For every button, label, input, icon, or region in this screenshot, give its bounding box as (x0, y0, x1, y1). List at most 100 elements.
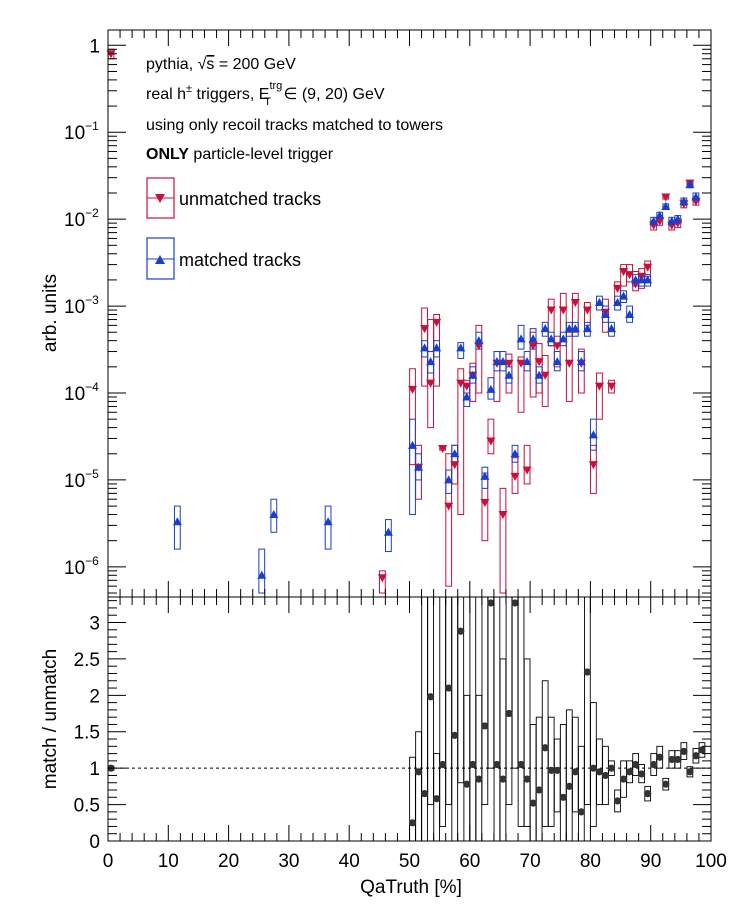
error-box-matched (602, 305, 609, 323)
ratio-error-box (499, 658, 507, 842)
marker-unmatched (558, 306, 568, 315)
marker-matched (323, 517, 333, 526)
marker-matched (607, 324, 617, 333)
top-markers (106, 50, 701, 583)
bottom-ytick-label: 1 (89, 759, 100, 780)
error-box-matched (535, 366, 543, 384)
ratio-marker (511, 599, 519, 607)
marker-matched (570, 324, 580, 333)
bottom-ytick-label: 3 (89, 613, 100, 634)
ratio-marker (619, 775, 628, 783)
ratio-error-box (535, 716, 543, 842)
ratio-marker (529, 799, 537, 807)
marker-unmatched (655, 217, 665, 226)
bottom-panel: 00.511.522.530 10 20 30 40 50 60 70 80 90 100 matc… (40, 596, 727, 898)
marker-matched (673, 214, 683, 223)
top-ytick-label: 10−6 (64, 554, 99, 579)
marker-unmatched (450, 461, 460, 470)
ratio-marker (674, 755, 682, 764)
ratio-error-box (415, 731, 422, 842)
marker-unmatched (546, 306, 556, 315)
marker-unmatched (528, 342, 538, 351)
ratio-error-box (469, 596, 477, 842)
ratio-marker (445, 684, 453, 692)
ratio-marker (499, 775, 507, 783)
ratio-marker (698, 746, 706, 754)
top-ylabel: arb. units (40, 274, 61, 352)
marker-matched (528, 334, 538, 343)
annotation-line-4: ONLY particle-level trigger (146, 146, 334, 163)
ratio-error-box (541, 680, 549, 827)
bottom-ytick-label: 0 (89, 832, 100, 853)
ratio-marker (607, 764, 616, 772)
ratio-marker (577, 808, 585, 816)
ratio-error-box (517, 596, 525, 827)
ratio-marker (523, 775, 531, 783)
bottom-ytick-label: 0.5 (74, 796, 100, 817)
x-tick-label: 10 (158, 851, 179, 872)
marker-matched (474, 336, 484, 345)
marker-unmatched (486, 437, 496, 446)
marker-matched (534, 370, 544, 379)
error-box-matched (487, 377, 495, 400)
ratio-marker (517, 760, 525, 769)
ratio-marker (414, 768, 423, 776)
bottom-axes: 00.511.522.530 10 20 30 40 50 60 70 80 90 100 (74, 597, 727, 872)
error-box-matched (583, 321, 591, 337)
marker-matched (619, 291, 629, 300)
marker-unmatched (534, 358, 544, 367)
error-box-matched (571, 321, 579, 337)
marker-matched (444, 475, 454, 484)
ratio-marker (662, 780, 670, 788)
marker-unmatched (456, 379, 466, 388)
bottom-error-boxes (107, 596, 706, 842)
marker-unmatched (594, 382, 604, 391)
error-box-unmatched (475, 324, 483, 394)
ratio-error-box (427, 596, 434, 806)
marker-unmatched (643, 263, 653, 272)
ratio-marker (408, 819, 417, 827)
marker-matched (637, 275, 647, 284)
marker-matched (594, 297, 604, 306)
error-box-matched (620, 290, 627, 303)
ratio-error-box (590, 702, 597, 827)
ratio-error-box (439, 596, 447, 827)
x-tick-label: 80 (580, 851, 601, 872)
error-box-unmatched (469, 362, 477, 402)
error-box-unmatched (596, 372, 603, 420)
marker-matched (522, 357, 532, 366)
error-box-matched (258, 548, 266, 594)
x-tick-label: 50 (399, 851, 420, 872)
marker-matched (462, 392, 472, 401)
ratio-marker (656, 753, 664, 761)
marker-unmatched (619, 267, 629, 276)
ratio-marker (463, 780, 471, 788)
ratio-marker (493, 760, 501, 769)
error-box-unmatched (523, 444, 531, 485)
marker-unmatched (462, 382, 472, 391)
legend-label-unmatched: unmatched tracks (179, 189, 321, 209)
ratio-marker (553, 766, 561, 774)
x-tick-label: 60 (459, 851, 480, 872)
error-box-unmatched (590, 444, 597, 494)
top-error-boxes (107, 48, 700, 594)
ratio-error-box (487, 596, 495, 769)
top-ytick-label: 10−1 (64, 119, 99, 144)
marker-matched (540, 324, 550, 333)
marker-matched (450, 449, 460, 458)
ratio-error-box (529, 724, 537, 842)
marker-unmatched (607, 382, 617, 391)
ratio-error-box (571, 716, 579, 813)
marker-unmatched (510, 472, 520, 481)
error-box-matched (541, 321, 549, 337)
marker-matched (257, 570, 267, 579)
x-tick-label: 90 (640, 851, 661, 872)
ratio-marker (475, 775, 483, 783)
ratio-marker (625, 768, 634, 776)
bottom-plot-frame (107, 596, 712, 842)
top-ytick-label: 10−2 (64, 206, 99, 231)
error-box-matched (517, 324, 525, 350)
ratio-marker (469, 760, 477, 769)
ratio-error-box (409, 756, 416, 842)
annotation-line-2: real h± triggers, Etrg T ∈ (9, 20) GeV (146, 80, 385, 108)
